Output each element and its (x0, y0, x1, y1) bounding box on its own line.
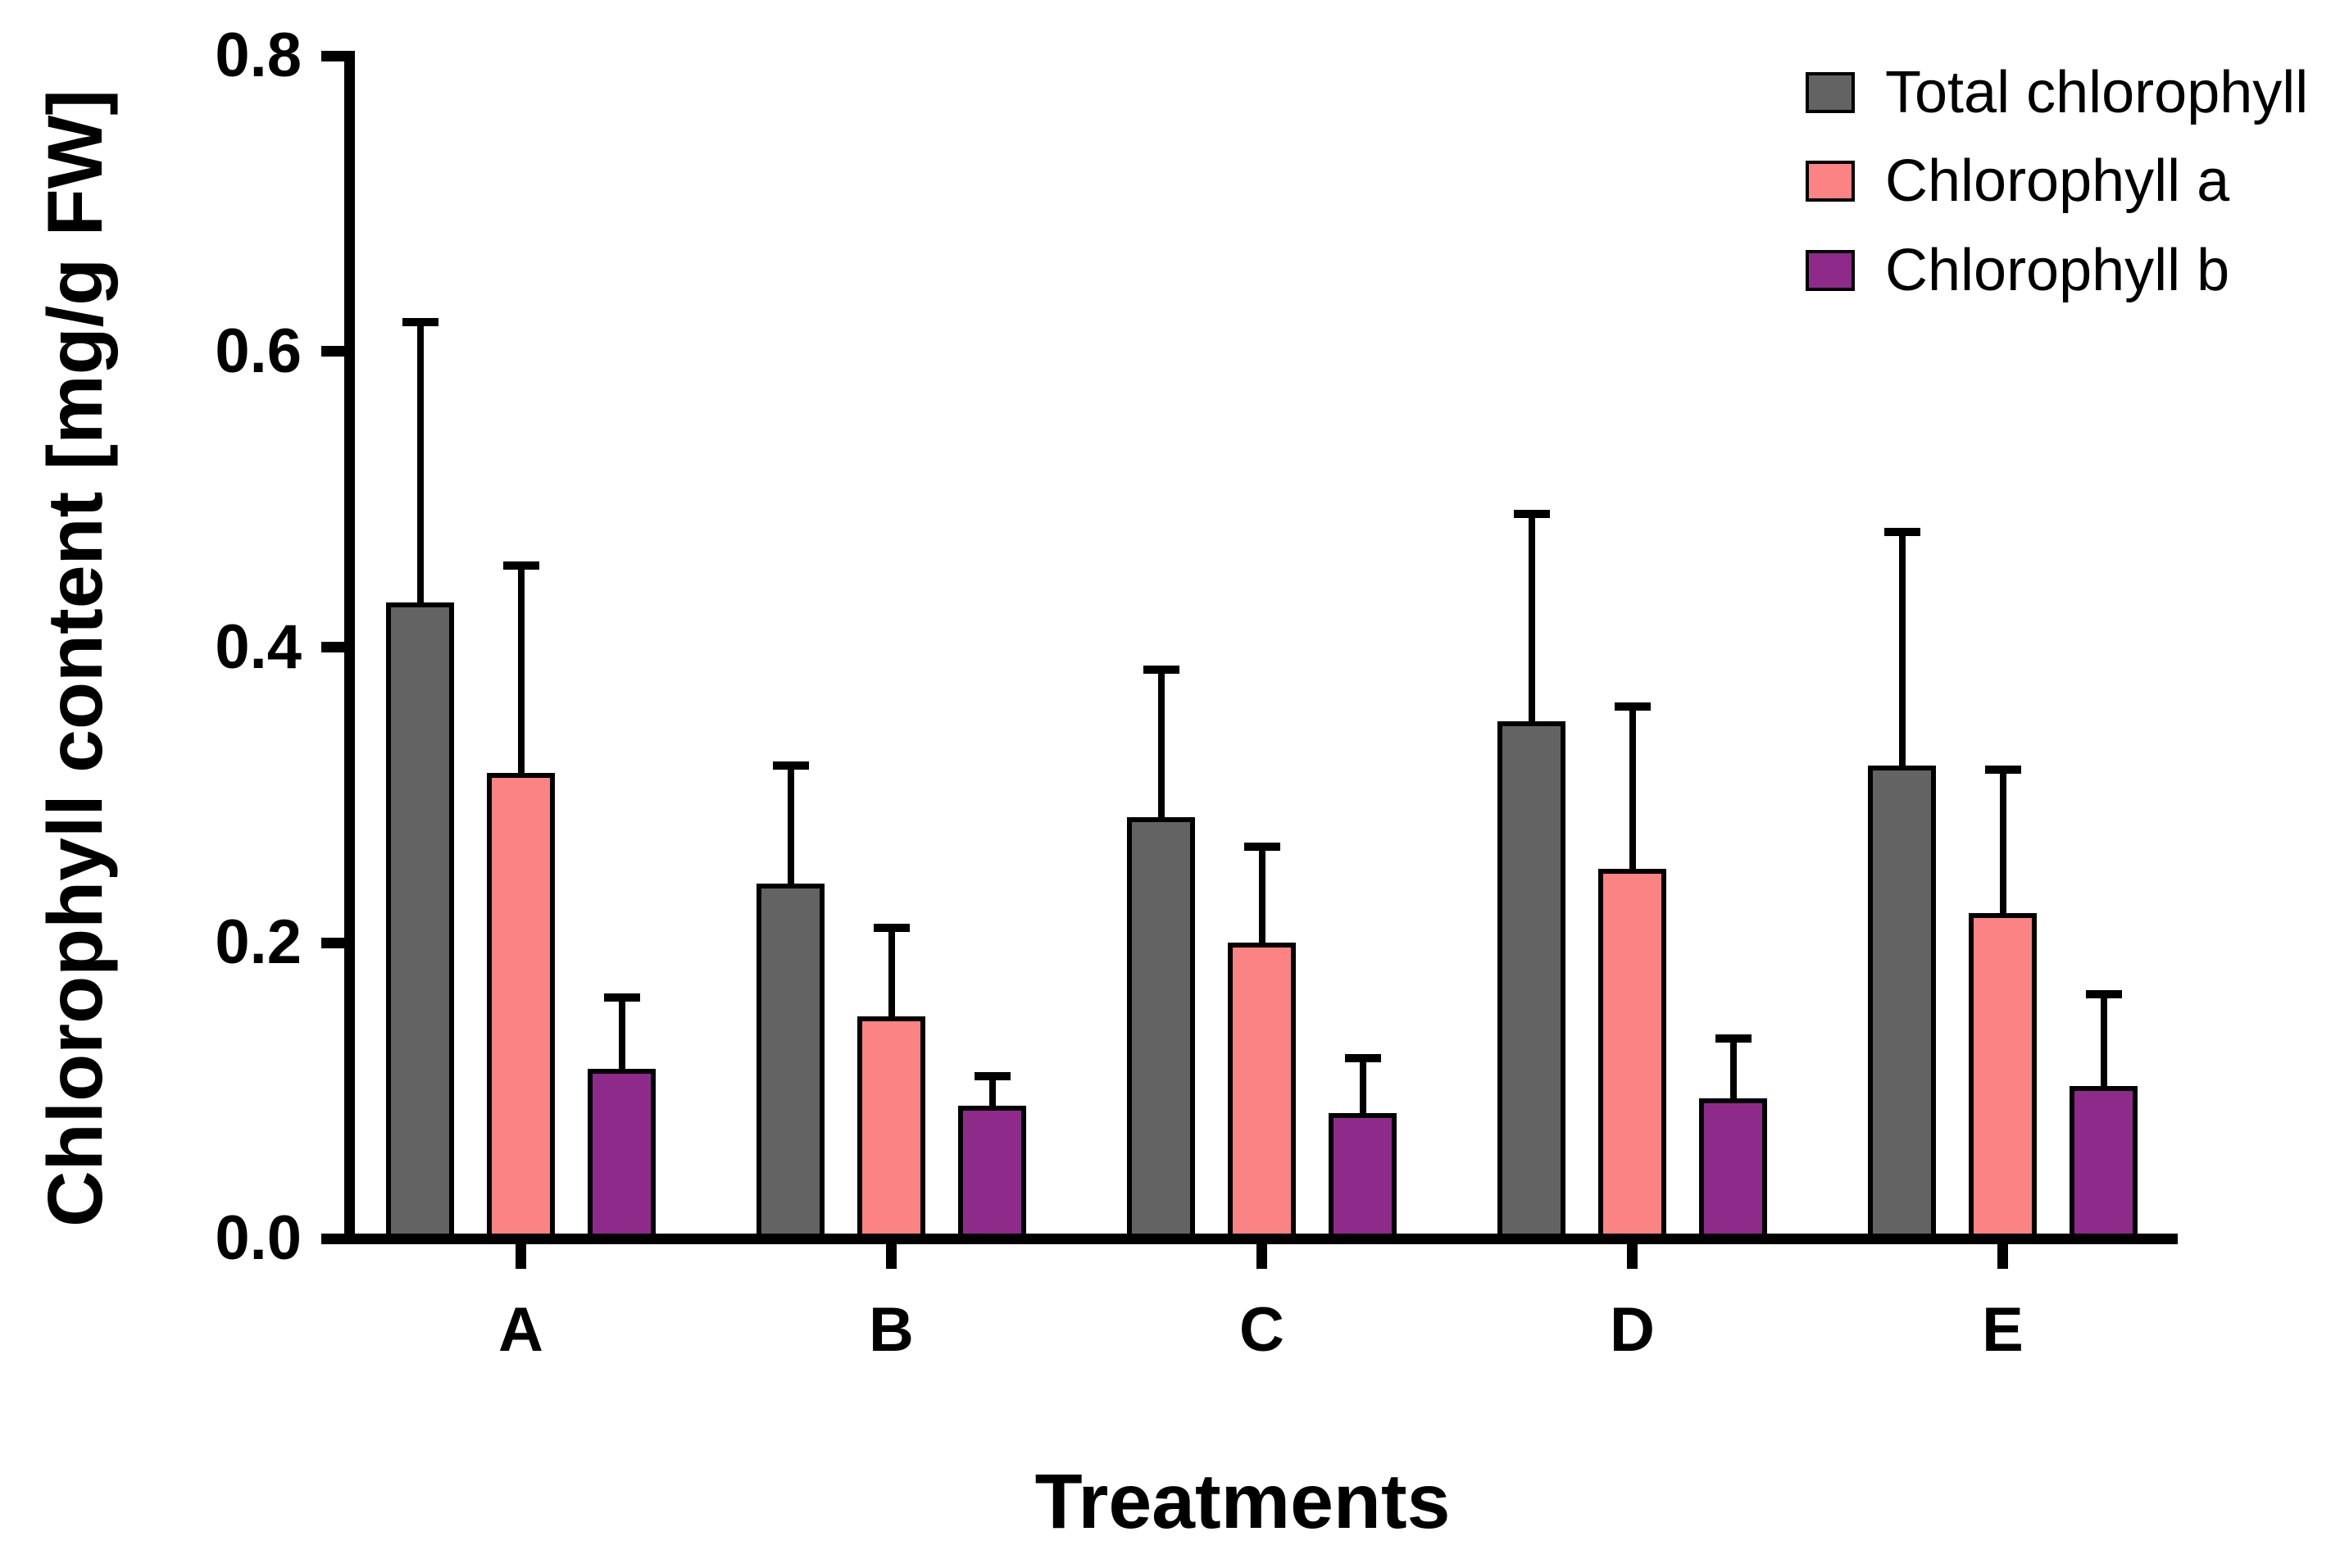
error-cap (873, 924, 910, 933)
x-tick-label: A (498, 1295, 543, 1365)
bar (386, 602, 454, 1238)
error-whisker (1629, 702, 1636, 875)
x-tick-label: E (1982, 1295, 2024, 1365)
error-whisker (1729, 1034, 1737, 1103)
legend-label: Chlorophyll b (1885, 238, 2230, 303)
error-cap (1143, 665, 1179, 674)
legend-label: Total chlorophyll (1885, 60, 2309, 125)
y-tick (321, 937, 349, 948)
legend-swatch (1806, 72, 1855, 113)
bar (487, 772, 555, 1238)
bar (1598, 869, 1666, 1238)
y-tick-label: 0.8 (215, 20, 302, 90)
x-axis-title: Treatments (1034, 1458, 1451, 1545)
error-cap (974, 1071, 1011, 1080)
bar (1699, 1098, 1767, 1238)
error-cap (1984, 766, 2021, 775)
bar (958, 1105, 1026, 1238)
error-whisker (618, 993, 625, 1074)
x-tick (516, 1243, 526, 1269)
error-whisker (1258, 843, 1265, 948)
x-tick (886, 1243, 897, 1269)
y-tick-label: 0.2 (215, 907, 302, 978)
error-cap (603, 993, 640, 1002)
error-whisker (1157, 665, 1165, 822)
x-tick-label: B (869, 1295, 914, 1365)
y-tick (321, 1233, 349, 1244)
error-whisker (1999, 766, 2006, 919)
y-axis-title: Chlorophyll content [mg/g FW] (32, 89, 119, 1227)
error-whisker (2100, 990, 2107, 1092)
bar (1969, 913, 2037, 1238)
error-whisker (517, 561, 525, 778)
x-tick-label: D (1610, 1295, 1655, 1365)
error-cap (1715, 1034, 1752, 1043)
bar (588, 1068, 656, 1238)
error-whisker (1898, 527, 1906, 770)
error-cap (1614, 702, 1651, 711)
legend-label: Chlorophyll a (1885, 148, 2230, 214)
bar (857, 1016, 925, 1238)
bar (1868, 765, 1936, 1238)
error-cap (1513, 510, 1550, 519)
error-cap (402, 317, 438, 326)
bar (757, 884, 825, 1238)
error-cap (1344, 1053, 1381, 1062)
y-tick-label: 0.0 (215, 1203, 302, 1273)
y-tick (321, 50, 349, 61)
error-whisker (988, 1071, 996, 1111)
legend-swatch (1806, 250, 1855, 291)
y-tick-label: 0.4 (215, 611, 302, 682)
legend-swatch (1806, 161, 1855, 202)
error-cap (772, 761, 809, 770)
x-tick (1997, 1243, 2008, 1269)
bar (1127, 816, 1195, 1238)
y-tick-label: 0.6 (215, 316, 302, 386)
error-whisker (1359, 1053, 1366, 1118)
error-whisker (416, 317, 424, 608)
bar (1228, 943, 1296, 1238)
error-cap (1243, 843, 1280, 851)
bar (2070, 1086, 2138, 1238)
x-tick-label: C (1239, 1295, 1284, 1365)
x-tick (1627, 1243, 1638, 1269)
error-whisker (1528, 510, 1535, 726)
error-cap (502, 561, 539, 570)
y-tick (321, 642, 349, 652)
x-tick (1256, 1243, 1267, 1269)
error-cap (1883, 527, 1920, 536)
error-cap (2085, 990, 2122, 999)
bar (1497, 720, 1565, 1238)
bar (1329, 1112, 1397, 1238)
error-whisker (787, 761, 794, 889)
error-whisker (888, 924, 895, 1022)
y-tick (321, 346, 349, 357)
